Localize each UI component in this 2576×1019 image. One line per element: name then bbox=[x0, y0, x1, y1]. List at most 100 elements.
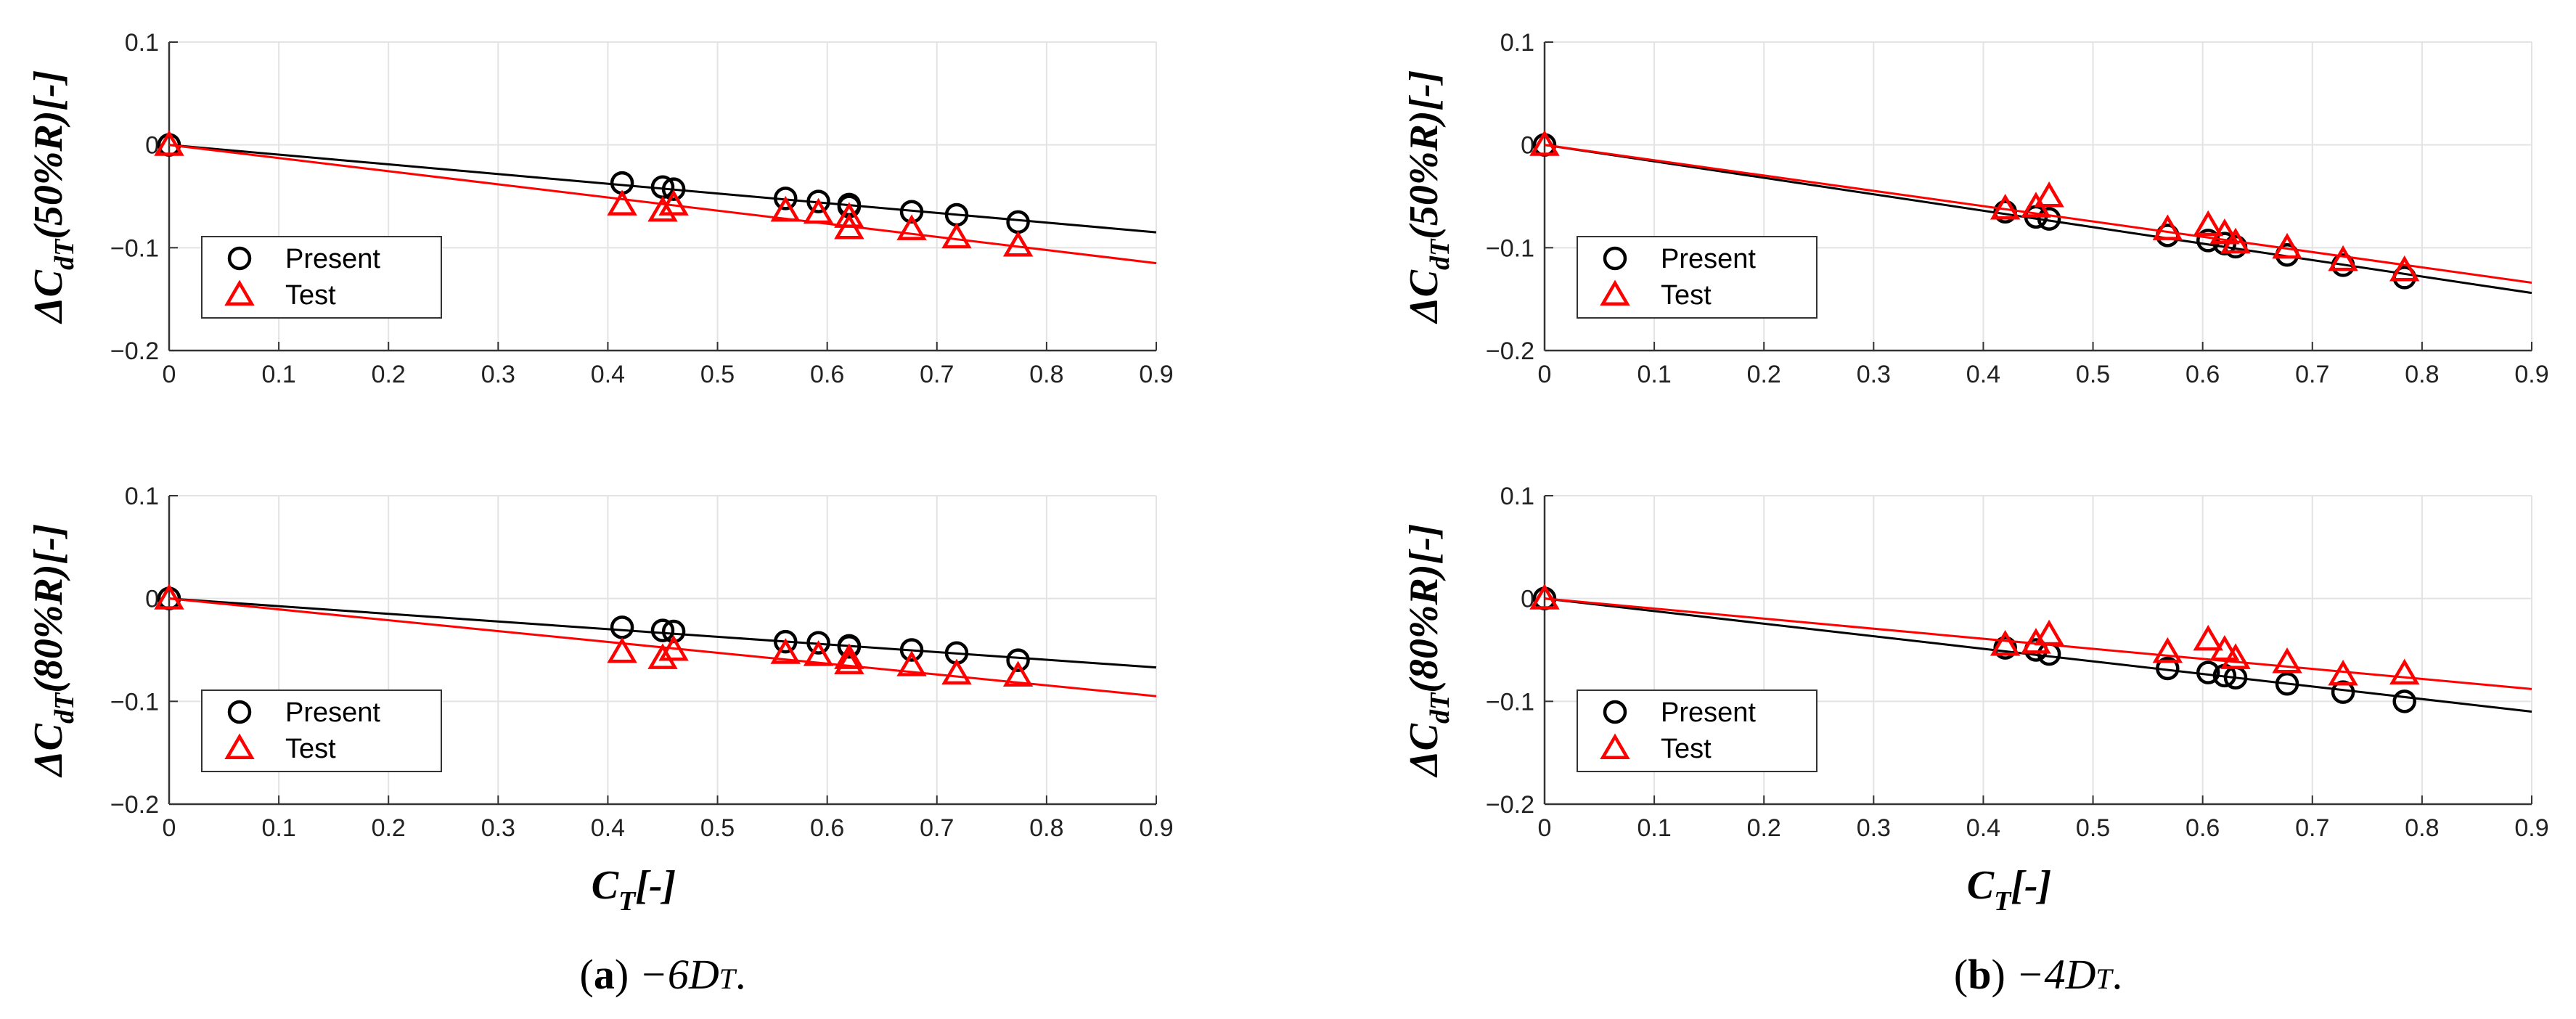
x-tick-label: 0.9 bbox=[1139, 814, 1173, 842]
x-tick-label: 0.2 bbox=[1747, 814, 1781, 842]
data-point-test bbox=[2220, 227, 2251, 254]
chart-panel-b-top: 0 0.1 0.2 0.3 0.4 0.5 0.6 0.7 0.8 0.9 0.1 0 −0.1 −0.2… bbox=[1402, 29, 2549, 388]
caption-b: (b) −4DT. bbox=[1954, 951, 2122, 998]
y-tick-label: −0.1 bbox=[1486, 234, 1534, 262]
x-tick-label: 0.3 bbox=[481, 814, 515, 842]
x-tick-label: 0.7 bbox=[2295, 814, 2329, 842]
x-tick-label: 0.5 bbox=[2076, 361, 2110, 388]
y-axis-label-tail: (80%R)[-] bbox=[26, 524, 71, 693]
data-point-test bbox=[658, 189, 689, 216]
data-point-test bbox=[896, 214, 927, 240]
data-point-test bbox=[658, 635, 689, 661]
caption-open-paren: ( bbox=[1954, 951, 1968, 998]
data-point-test bbox=[1002, 231, 1034, 257]
y-tick-label: 0 bbox=[1521, 586, 1534, 613]
y-axis-label-sub: dT bbox=[49, 238, 80, 270]
data-point-test bbox=[803, 197, 834, 224]
data-point-test bbox=[2209, 218, 2240, 245]
data-point-present bbox=[899, 200, 924, 224]
chart-panel-a-bottom: 0 0.1 0.2 0.3 0.4 0.5 0.6 0.7 0.8 0.9 0.1 0 −0.1 −0.2… bbox=[26, 483, 1174, 917]
chart-panel-b-bottom: 0 0.1 0.2 0.3 0.4 0.5 0.6 0.7 0.8 0.9 0.1 0 −0.1 −0.2… bbox=[1402, 483, 2549, 917]
caption-sub: T bbox=[2095, 962, 2114, 995]
legend-marker-present bbox=[1603, 246, 1627, 271]
data-point-test bbox=[2152, 637, 2183, 663]
data-point-test bbox=[154, 584, 184, 610]
data-point-test bbox=[1529, 584, 1560, 610]
data-point-test bbox=[2389, 658, 2420, 685]
data-point-present bbox=[2196, 229, 2220, 253]
caption-close-paren: ) bbox=[615, 951, 629, 998]
legend: Present Test bbox=[201, 236, 442, 319]
y-axis-label-tail: (50%R)[-] bbox=[1402, 70, 1447, 240]
caption-sub: T bbox=[719, 962, 737, 995]
y-tick-label: −0.2 bbox=[1486, 791, 1534, 819]
legend-label-test: Test bbox=[1661, 280, 1712, 311]
data-point-present bbox=[2037, 207, 2061, 231]
data-point-test bbox=[2220, 643, 2251, 669]
y-tick-label: −0.2 bbox=[1486, 337, 1534, 365]
data-point-test bbox=[647, 643, 678, 669]
data-point-present bbox=[661, 619, 686, 644]
data-point-present bbox=[2196, 660, 2220, 684]
data-point-test bbox=[1529, 130, 1560, 156]
data-point-test bbox=[2021, 628, 2051, 654]
x-tick-label: 0.8 bbox=[1029, 361, 1063, 388]
y-axis-label-tail: (50%R)[-] bbox=[26, 70, 71, 240]
x-tick-label: 0.8 bbox=[2405, 361, 2439, 388]
data-point-test bbox=[941, 658, 972, 685]
data-point-test bbox=[2193, 624, 2223, 651]
x-tick-label: 0.7 bbox=[920, 814, 954, 842]
legend-marker-present bbox=[227, 246, 252, 271]
data-point-test bbox=[834, 213, 864, 240]
data-point-test bbox=[941, 222, 972, 249]
data-point-test bbox=[834, 643, 864, 669]
data-point-test bbox=[803, 640, 834, 666]
x-tick-label: 0.5 bbox=[2076, 814, 2110, 842]
data-point-test bbox=[834, 648, 864, 674]
legend: Present Test bbox=[1577, 236, 1817, 319]
y-tick-label: −0.2 bbox=[110, 791, 159, 819]
data-point-present bbox=[1006, 648, 1030, 672]
x-tick-label: 0.4 bbox=[591, 814, 625, 842]
x-tick-label: 0 bbox=[1538, 814, 1552, 842]
x-axis-label: CT[-] bbox=[592, 863, 676, 917]
x-axis-label-tail: [-] bbox=[2011, 863, 2051, 908]
x-tick-label: 0.7 bbox=[2295, 361, 2329, 388]
legend: Present Test bbox=[1577, 689, 1817, 772]
y-tick-label: 0.1 bbox=[125, 483, 159, 510]
legend-label-present: Present bbox=[1661, 244, 1756, 274]
legend: Present Test bbox=[201, 689, 442, 772]
data-point-test bbox=[2034, 181, 2064, 208]
data-point-test bbox=[2034, 619, 2064, 646]
x-axis-label: CT[-] bbox=[1967, 863, 2052, 917]
data-point-test bbox=[2272, 232, 2302, 259]
data-point-present bbox=[2156, 656, 2180, 681]
x-tick-label: 0.6 bbox=[810, 814, 844, 842]
data-point-test bbox=[607, 637, 637, 663]
y-axis-label-sub: dT bbox=[1425, 238, 1455, 270]
y-tick-label: 0.1 bbox=[1500, 483, 1534, 510]
legend-label-test: Test bbox=[285, 280, 336, 311]
x-tick-label: 0.8 bbox=[2405, 814, 2439, 842]
x-tick-label: 0.4 bbox=[1966, 814, 2000, 842]
y-tick-label: 0.1 bbox=[1500, 29, 1534, 57]
data-point-test bbox=[896, 650, 927, 676]
x-tick-label: 0.5 bbox=[700, 361, 735, 388]
data-point-test bbox=[154, 130, 184, 156]
y-axis-label-main: ΔC bbox=[26, 269, 71, 324]
y-axis-label-main: ΔC bbox=[26, 723, 71, 777]
legend-marker-test bbox=[224, 279, 255, 306]
x-axis-label-main: C bbox=[1967, 863, 1995, 908]
x-axis-label-sub: T bbox=[1994, 886, 2012, 917]
x-tick-label: 0.1 bbox=[261, 814, 295, 842]
caption-label: b bbox=[1968, 951, 1991, 998]
caption-tail: . bbox=[735, 951, 746, 998]
data-point-test bbox=[1990, 194, 2021, 220]
y-axis-label-main: ΔC bbox=[1402, 723, 1447, 777]
y-axis-label-sub: dT bbox=[1425, 692, 1455, 724]
data-point-test bbox=[834, 202, 864, 228]
caption-a: (a) −6DT. bbox=[580, 951, 746, 998]
data-point-present bbox=[661, 177, 686, 201]
x-tick-label: 0.3 bbox=[481, 361, 515, 388]
